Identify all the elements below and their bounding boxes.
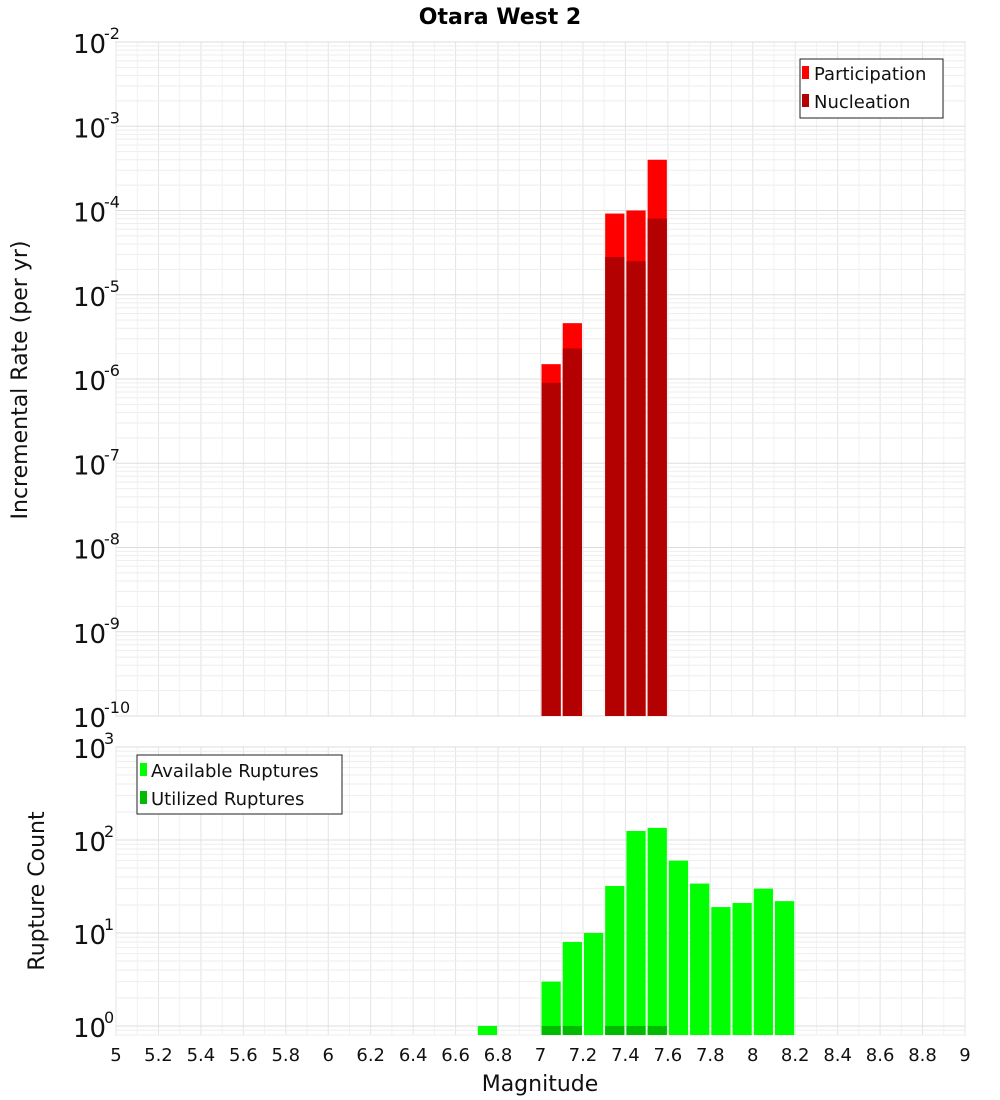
top-y-tick-label: 10 [73,704,106,734]
top-y-tick-label: 10 [73,199,106,229]
top-y-tick-exponent: -6 [104,361,120,380]
x-ticks: 5 5.2 5.4 5.6 5.8 6 6.2 6.4 6.6 6.8 7 7.2 7.4 7.6 7.8 8… [110,1045,970,1066]
bottom-bar-s0 [668,860,689,1035]
x-tick-label: 7.2 [569,1045,598,1066]
bottom-bar-s0 [626,830,646,1035]
x-tick-label: 9 [959,1045,970,1066]
bottom-bar-s1 [541,1025,561,1035]
legend-swatch-available [140,763,147,776]
top-y-tick-exponent: -2 [104,24,120,43]
x-tick-label: 6.2 [356,1045,385,1066]
top-y-tick-exponent: -10 [104,698,130,717]
bottom-bar-s1 [605,1025,625,1035]
x-axis-label: Magnitude [482,1072,599,1097]
x-tick-label: 8.2 [781,1045,810,1066]
top-y-tick-label: 10 [73,620,106,650]
top-y-tick-label: 10 [73,367,106,397]
bottom-y-axis-label: Rupture Count [25,811,50,971]
bottom-y-tick-exponent: 3 [104,729,114,748]
x-tick-label: 5.6 [229,1045,258,1066]
bottom-bar-s0 [583,932,604,1035]
bottom-bar-s1 [562,1025,582,1035]
top-y-tick-exponent: -5 [104,277,120,296]
x-tick-label: 6.4 [399,1045,428,1066]
x-tick-label: 7.6 [654,1045,683,1066]
bottom-bar-s0 [753,888,773,1035]
top-bar-s1 [562,348,582,716]
top-y-tick-label: 10 [73,451,106,481]
legend-label-nucleation: Nucleation [814,92,910,113]
bottom-bar-s1 [647,1025,667,1035]
x-tick-label: 5.2 [144,1045,173,1066]
top-legend: Participation Nucleation [799,58,944,119]
legend-label-participation: Participation [814,64,926,85]
chart-title: Otara West 2 [419,5,581,30]
top-y-tick-label: 10 [73,536,106,566]
bottom-legend-box [136,754,343,815]
top-y-tick-label: 10 [73,283,106,313]
x-tick-label: 5 [110,1045,121,1066]
bottom-bar-s0 [690,883,710,1035]
bottom-y-tick-label: 10 [73,735,106,765]
top-y-axis-label: Incremental Rate (per yr) [8,241,33,520]
top-legend-box [799,58,944,119]
bottom-bar-s0 [774,901,795,1035]
bottom-bar-s1 [626,1025,646,1035]
x-tick-label: 7.4 [611,1045,640,1066]
legend-label-utilized: Utilized Ruptures [151,789,304,810]
top-bars [541,159,667,717]
x-tick-label: 6.6 [441,1045,470,1066]
x-tick-label: 8.8 [908,1045,937,1066]
bottom-y-tick-exponent: 1 [104,915,114,934]
bottom-y-tick-label: 10 [73,1014,106,1044]
top-bar-s1 [605,257,625,716]
top-y-tick-exponent: -9 [104,614,120,633]
bottom-bar-s0 [711,907,731,1035]
top-y-tick-label: 10 [73,30,106,60]
x-tick-label: 8.4 [823,1045,852,1066]
bottom-bar-s0 [477,1025,498,1035]
x-tick-label: 6.8 [484,1045,513,1066]
top-y-tick-exponent: -3 [104,108,120,127]
bottom-y-tick-label: 10 [73,921,106,951]
legend-swatch-nucleation [802,94,809,107]
legend-swatch-utilized [140,791,147,804]
top-bar-s1 [647,218,667,716]
top-gridlines [115,41,966,717]
bottom-y-tick-exponent: 2 [104,822,114,841]
x-tick-label: 7 [535,1045,546,1066]
x-tick-label: 8 [747,1045,758,1066]
bottom-y-tick-label: 10 [73,828,106,858]
top-y-tick-exponent: -4 [104,193,120,212]
top-y-tick-label: 10 [73,114,106,144]
top-bar-s1 [626,261,646,716]
x-tick-label: 5.4 [187,1045,216,1066]
bottom-bar-s0 [647,827,667,1035]
bottom-legend: Available Ruptures Utilized Ruptures [136,754,343,815]
bottom-y-tick-exponent: 0 [104,1008,114,1027]
x-tick-label: 7.8 [696,1045,725,1066]
bottom-bar-s0 [541,981,561,1035]
top-y-tick-exponent: -8 [104,530,120,549]
bottom-bars [477,827,795,1035]
bottom-bar-s0 [562,942,582,1035]
legend-label-available: Available Ruptures [151,761,319,782]
top-y-tick-exponent: -7 [104,445,120,464]
bottom-bar-s0 [605,886,625,1035]
legend-swatch-participation [802,66,809,79]
top-bar-s1 [541,382,561,716]
x-tick-label: 6 [323,1045,334,1066]
bottom-bar-s0 [732,903,752,1035]
x-tick-label: 8.6 [866,1045,895,1066]
x-tick-label: 5.8 [271,1045,300,1066]
